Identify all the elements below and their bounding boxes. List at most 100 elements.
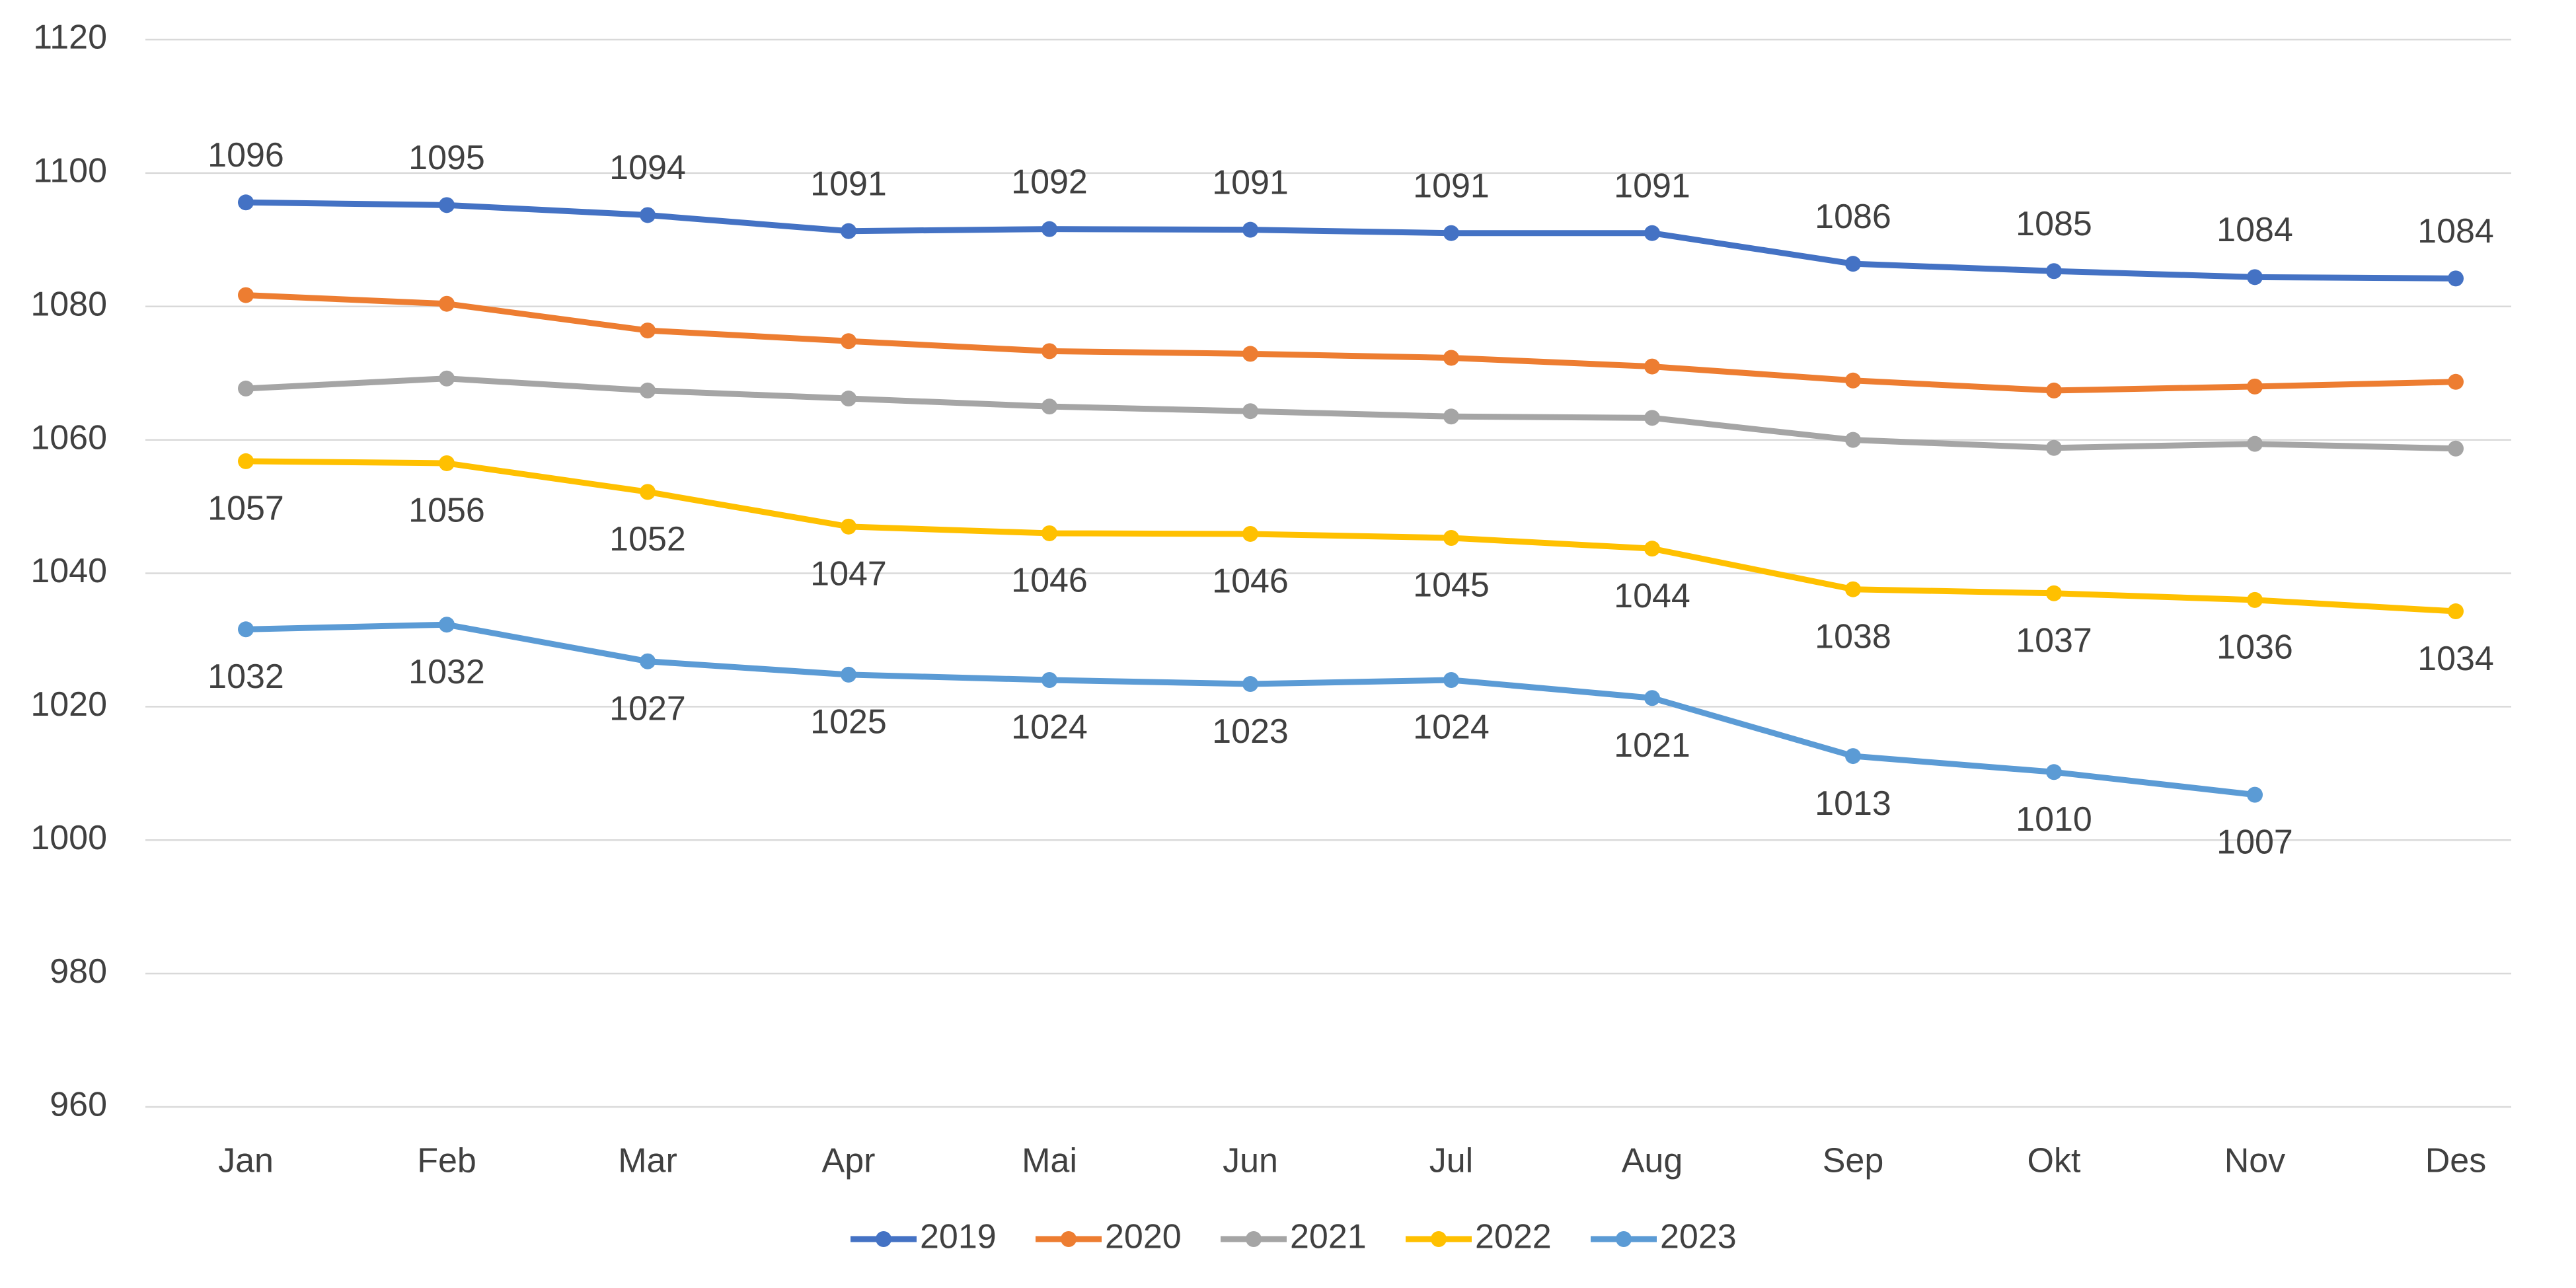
data-label: 1084 bbox=[2216, 211, 2293, 249]
data-label: 1096 bbox=[208, 136, 284, 174]
data-point bbox=[640, 322, 656, 339]
data-point bbox=[1042, 221, 1057, 237]
data-label: 1085 bbox=[2016, 205, 2092, 243]
series-line bbox=[245, 375, 2456, 452]
data-point bbox=[2448, 440, 2464, 457]
legend-dot bbox=[1061, 1231, 1077, 1247]
data-point bbox=[1644, 225, 1660, 241]
data-label: 1045 bbox=[1413, 566, 1490, 605]
x-tick-label: Feb bbox=[417, 1142, 476, 1180]
data-point bbox=[2247, 591, 2263, 608]
data-point bbox=[841, 518, 856, 535]
x-tick-label: Jan bbox=[218, 1142, 274, 1180]
x-tick-label: Mai bbox=[1022, 1142, 1077, 1180]
data-label: 1013 bbox=[1815, 784, 1891, 823]
x-tick-label: Aug bbox=[1622, 1142, 1683, 1180]
data-point bbox=[2448, 603, 2464, 620]
data-point bbox=[841, 666, 856, 683]
data-label: 1032 bbox=[208, 658, 284, 696]
data-label: 1086 bbox=[1815, 198, 1891, 236]
legend-label: 2021 bbox=[1290, 1218, 1367, 1256]
data-point bbox=[640, 207, 656, 223]
data-point bbox=[439, 295, 455, 312]
y-tick-label: 1120 bbox=[33, 19, 107, 57]
data-label: 1091 bbox=[1212, 163, 1289, 202]
data-label: 1024 bbox=[1413, 708, 1490, 747]
data-label: 1024 bbox=[1011, 708, 1088, 747]
data-point bbox=[439, 455, 455, 471]
data-point bbox=[1242, 221, 1258, 238]
data-label: 1027 bbox=[609, 689, 686, 728]
data-point bbox=[439, 370, 455, 387]
data-point bbox=[1443, 530, 1459, 547]
data-point bbox=[841, 333, 856, 350]
data-point bbox=[1242, 403, 1258, 420]
legend-dot bbox=[1246, 1231, 1262, 1247]
data-point bbox=[238, 621, 254, 638]
legend-label: 2020 bbox=[1105, 1218, 1182, 1256]
data-point bbox=[1242, 525, 1258, 542]
legend-label: 2019 bbox=[920, 1218, 997, 1256]
data-label: 1084 bbox=[2417, 212, 2494, 250]
data-point bbox=[841, 223, 856, 239]
data-label: 1052 bbox=[609, 520, 686, 558]
legend-label: 2022 bbox=[1475, 1218, 1552, 1256]
data-point bbox=[439, 617, 455, 633]
data-point bbox=[1644, 541, 1660, 557]
data-label: 1037 bbox=[2016, 622, 2092, 660]
data-label: 1057 bbox=[208, 490, 284, 528]
data-point bbox=[1443, 408, 1459, 425]
series-line bbox=[245, 458, 2456, 615]
data-point bbox=[2046, 764, 2062, 780]
data-point bbox=[1242, 346, 1258, 362]
data-label: 1092 bbox=[1011, 163, 1088, 201]
legend-dot bbox=[876, 1231, 891, 1247]
data-point bbox=[2247, 269, 2263, 285]
y-tick-label: 1000 bbox=[30, 819, 107, 857]
y-tick-label: 960 bbox=[50, 1086, 107, 1124]
data-label: 1046 bbox=[1011, 562, 1088, 600]
x-tick-label: Jul bbox=[1429, 1142, 1473, 1180]
y-tick-label: 1040 bbox=[30, 552, 107, 590]
data-point bbox=[2046, 585, 2062, 601]
data-point bbox=[2448, 373, 2464, 390]
data-point bbox=[2247, 786, 2263, 803]
data-point bbox=[2247, 378, 2263, 395]
data-point bbox=[1042, 398, 1057, 415]
data-label: 1046 bbox=[1212, 562, 1289, 601]
x-tick-label: Jun bbox=[1223, 1142, 1278, 1180]
data-label: 1056 bbox=[408, 492, 485, 530]
series-line bbox=[245, 199, 2456, 282]
data-label: 1047 bbox=[810, 555, 887, 593]
legend-dot bbox=[1431, 1231, 1447, 1247]
data-point bbox=[1845, 581, 1861, 597]
data-point bbox=[439, 197, 455, 213]
data-point bbox=[1845, 372, 1861, 389]
x-tick-label: Nov bbox=[2224, 1142, 2285, 1180]
data-label: 1010 bbox=[2016, 800, 2092, 839]
data-point bbox=[2247, 436, 2263, 452]
data-label: 1036 bbox=[2216, 628, 2293, 667]
y-tick-label: 980 bbox=[50, 952, 107, 991]
data-label: 1038 bbox=[1815, 617, 1891, 656]
data-label: 1091 bbox=[1413, 167, 1490, 205]
data-point bbox=[1845, 748, 1861, 765]
legend-dot bbox=[1616, 1231, 1632, 1247]
data-point bbox=[2046, 382, 2062, 398]
data-point bbox=[1042, 525, 1057, 541]
legend-label: 2023 bbox=[1660, 1218, 1737, 1256]
data-label: 1094 bbox=[609, 149, 686, 187]
series-line bbox=[245, 621, 2255, 798]
x-tick-label: Okt bbox=[2027, 1142, 2081, 1180]
data-point bbox=[1845, 432, 1861, 448]
data-point bbox=[238, 453, 254, 469]
data-point bbox=[238, 194, 254, 211]
data-point bbox=[1042, 343, 1057, 360]
data-point bbox=[841, 391, 856, 407]
y-tick-label: 1020 bbox=[30, 685, 107, 724]
data-point bbox=[1242, 676, 1258, 693]
data-point bbox=[1443, 672, 1459, 688]
data-label: 1023 bbox=[1212, 712, 1289, 751]
data-point bbox=[1644, 358, 1660, 375]
data-label: 1025 bbox=[810, 703, 887, 741]
